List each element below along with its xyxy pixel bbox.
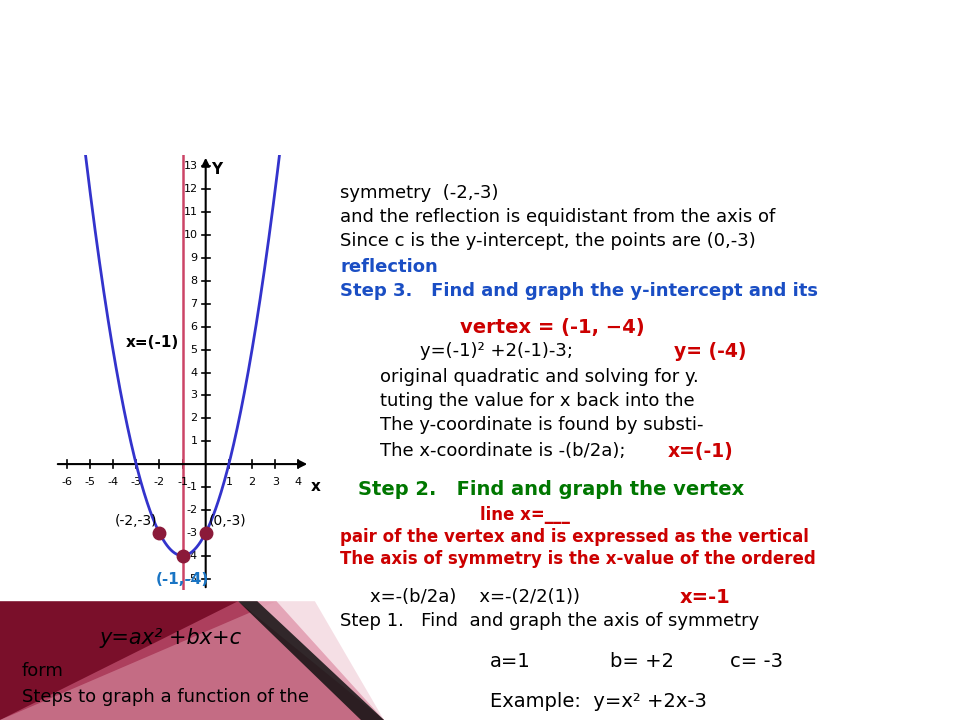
Text: a=1: a=1 [490, 652, 531, 671]
Text: 7: 7 [190, 299, 198, 309]
Text: reflection: reflection [340, 258, 438, 276]
Text: 3: 3 [272, 477, 278, 487]
Text: The axis of symmetry is the x-value of the ordered: The axis of symmetry is the x-value of t… [340, 550, 816, 568]
Text: 13: 13 [183, 161, 198, 171]
Text: The y-coordinate is found by substi-: The y-coordinate is found by substi- [380, 416, 704, 434]
Text: -3: -3 [186, 528, 198, 538]
Polygon shape [0, 601, 384, 720]
Text: 9: 9 [190, 253, 198, 263]
Text: -5: -5 [84, 477, 95, 487]
Text: Y: Y [211, 162, 223, 177]
Text: -2: -2 [154, 477, 165, 487]
Text: y=(-1)² +2(-1)-3;: y=(-1)² +2(-1)-3; [420, 342, 585, 360]
Text: 5: 5 [191, 345, 198, 355]
Text: -6: -6 [61, 477, 72, 487]
Text: -4: -4 [108, 477, 118, 487]
Text: 6: 6 [191, 322, 198, 332]
Text: -4: -4 [186, 551, 198, 561]
Text: 2: 2 [190, 413, 198, 423]
Text: x=(-1): x=(-1) [126, 336, 179, 350]
Text: 2: 2 [249, 477, 255, 487]
Text: Step 2.   Find and graph the vertex: Step 2. Find and graph the vertex [358, 480, 744, 499]
Polygon shape [0, 601, 384, 720]
Text: 3: 3 [191, 390, 198, 400]
Text: -5: -5 [186, 574, 198, 583]
Text: x=-1: x=-1 [680, 588, 731, 607]
Text: y= (-4): y= (-4) [674, 342, 747, 361]
Text: x=(-1): x=(-1) [668, 442, 733, 461]
Text: x: x [311, 479, 321, 494]
Text: -2: -2 [186, 505, 198, 515]
Text: 1: 1 [191, 436, 198, 446]
Text: symmetry  (-2,-3): symmetry (-2,-3) [340, 184, 498, 202]
Text: vertex = (-1, −4): vertex = (-1, −4) [460, 318, 644, 337]
Text: (0,-3): (0,-3) [209, 514, 247, 528]
Text: Since c is the y-intercept, the points are (0,-3): Since c is the y-intercept, the points a… [340, 232, 756, 250]
Polygon shape [238, 601, 384, 720]
Text: Example:  y=x² +2x-3: Example: y=x² +2x-3 [490, 692, 707, 711]
Text: and the reflection is equidistant from the axis of: and the reflection is equidistant from t… [340, 208, 776, 226]
Text: The x-coordinate is -(b/2a);: The x-coordinate is -(b/2a); [380, 442, 632, 460]
Text: 12: 12 [183, 184, 198, 194]
Text: original quadratic and solving for y.: original quadratic and solving for y. [380, 368, 699, 386]
Text: form: form [22, 662, 64, 680]
Text: (-2,-3): (-2,-3) [114, 514, 157, 528]
Text: -1: -1 [186, 482, 198, 492]
Text: b= +2: b= +2 [610, 652, 674, 671]
Text: pair of the vertex and is expressed as the vertical: pair of the vertex and is expressed as t… [340, 528, 809, 546]
Text: 1: 1 [226, 477, 232, 487]
Text: 4: 4 [190, 367, 198, 377]
Text: -1: -1 [177, 477, 188, 487]
Text: 8: 8 [190, 276, 198, 286]
Text: (-1,-4): (-1,-4) [156, 572, 209, 587]
Text: Step 1.   Find  and graph the axis of symmetry: Step 1. Find and graph the axis of symme… [340, 612, 759, 630]
Text: 11: 11 [183, 207, 198, 217]
Text: Step 3.   Find and graph the y-intercept and its: Step 3. Find and graph the y-intercept a… [340, 282, 818, 300]
Text: 4: 4 [295, 477, 302, 487]
Text: -3: -3 [131, 477, 142, 487]
Polygon shape [0, 601, 384, 720]
Text: 10: 10 [183, 230, 198, 240]
Text: y=ax² +bx+c: y=ax² +bx+c [100, 628, 242, 648]
Text: x=-(b/2a)    x=-(2/2(1)): x=-(b/2a) x=-(2/2(1)) [370, 588, 591, 606]
Text: line x=___: line x=___ [480, 506, 570, 524]
Text: c= -3: c= -3 [730, 652, 783, 671]
Text: Steps to graph a function of the: Steps to graph a function of the [22, 688, 309, 706]
Text: tuting the value for x back into the: tuting the value for x back into the [380, 392, 695, 410]
